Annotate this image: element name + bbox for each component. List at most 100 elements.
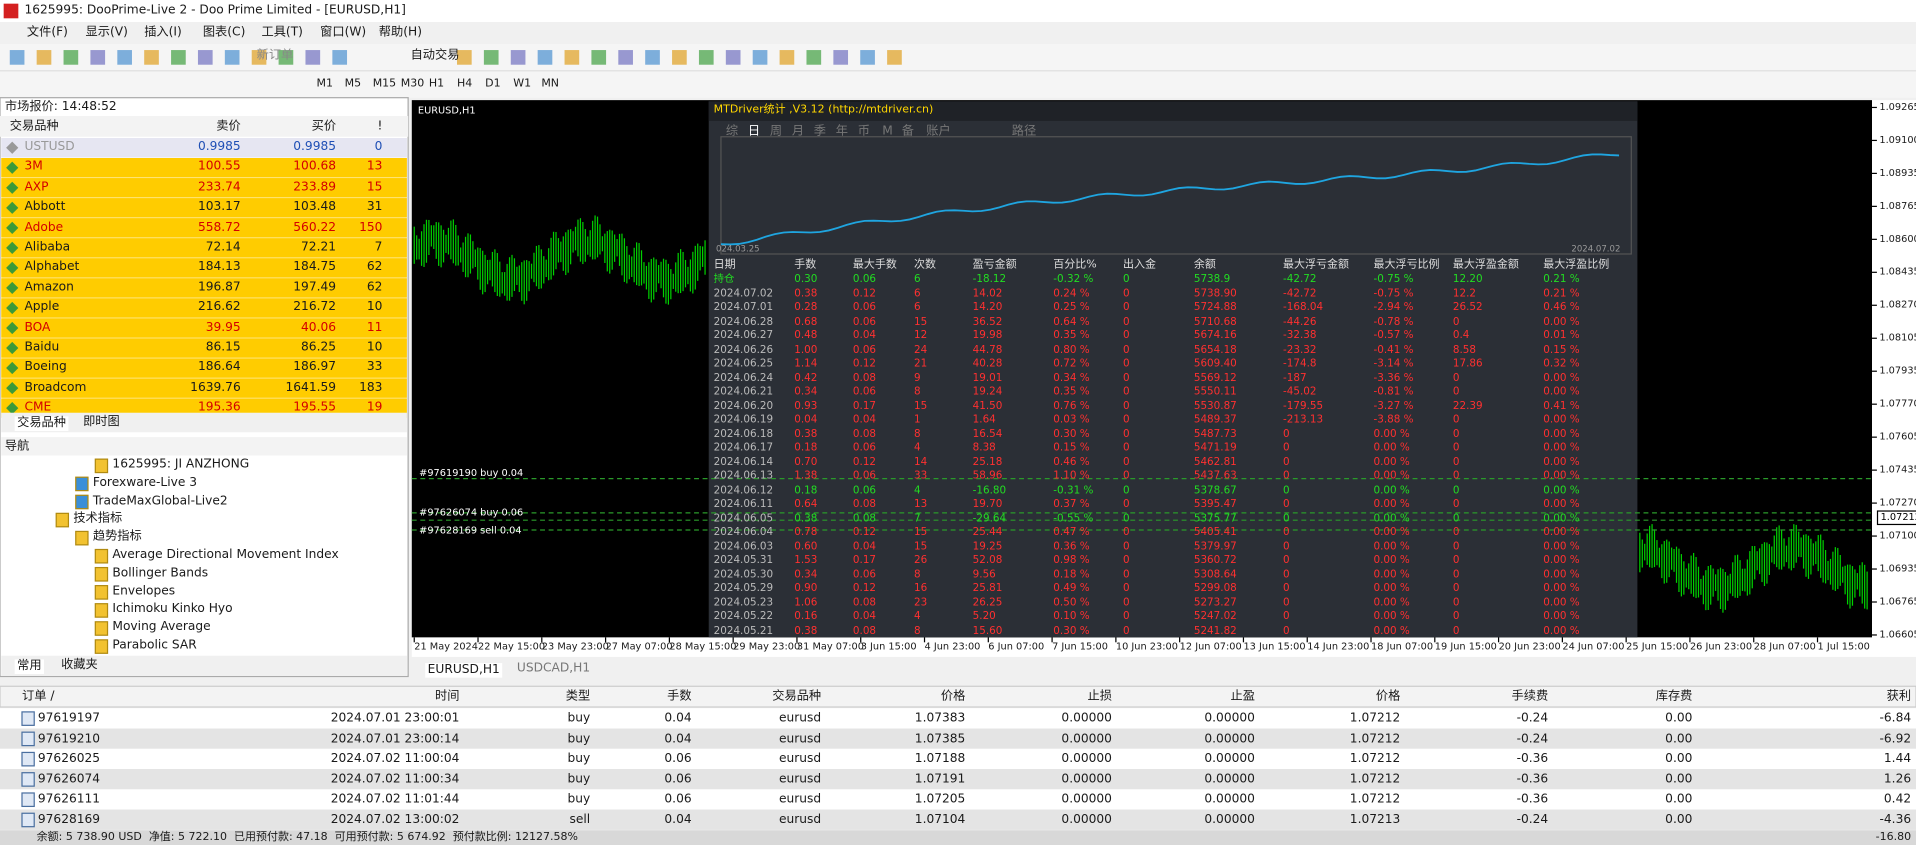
mtdriver-tab[interactable]: 路径 [1011, 124, 1037, 138]
mtdriver-cell: -2.94 % [1373, 301, 1414, 314]
nav-icon [94, 621, 109, 636]
mtdriver-cell: 0.00 % [1543, 568, 1580, 581]
mtdriver-cell: 0.06 [852, 273, 877, 286]
nav-item[interactable]: Parabolic SAR [112, 638, 197, 653]
nav-item[interactable]: Moving Average [112, 620, 211, 634]
nav-item[interactable]: 趋势指标 [92, 530, 142, 544]
mtdriver-cell: 5395.47 [1193, 498, 1237, 511]
nav-item[interactable]: 技术指标 [73, 512, 123, 526]
mtdriver-cell: 0.08 [852, 498, 877, 511]
menu-item[interactable]: 插入(I) [144, 25, 182, 40]
mw-tab[interactable]: 即时图 [83, 415, 120, 429]
nav-tab[interactable]: 常用 [14, 659, 44, 675]
toolbar-button[interactable]: 自动交易 [410, 48, 460, 63]
mtdriver-cell: 0 [1452, 624, 1460, 637]
mtdriver-cell: 0.00 % [1543, 427, 1580, 441]
timeframe-button[interactable]: H4 [457, 78, 473, 91]
time-label: 23 May 23:00 [541, 641, 609, 653]
mw-spread: 33 [366, 360, 383, 375]
mtdriver-cell: 0.47 % [1053, 526, 1090, 539]
chart-tab[interactable]: EURUSD,H1 [425, 663, 503, 678]
timeframe-button[interactable]: M1 [316, 78, 333, 91]
mtdriver-tab[interactable]: 月 [791, 124, 805, 138]
nav-item[interactable]: Average Directional Movement Index [112, 548, 339, 562]
mtdriver-tab[interactable]: 综 [725, 124, 739, 138]
mw-spread: 10 [366, 340, 383, 355]
mtdriver-cell: 2024.06.11 [713, 498, 774, 511]
timeframe-button[interactable]: M30 [400, 78, 425, 91]
mtdriver-cell: 1.38 [794, 470, 818, 483]
mtdriver-cell: 0.18 [794, 442, 818, 455]
mtdriver-cell: 2024.06.13 [713, 470, 774, 483]
mtdriver-cell: 19.70 [972, 498, 1003, 511]
timeframe-button[interactable]: M5 [344, 78, 362, 91]
timeframe-button[interactable]: D1 [485, 78, 501, 91]
order-cell: 0.00 [1665, 772, 1693, 787]
mtdriver-cell: 0.00 % [1543, 582, 1580, 595]
order-cell: 1.07385 [914, 732, 966, 746]
mtdriver-cell: -0.57 % [1373, 329, 1414, 342]
mw-icon [6, 281, 19, 295]
order-cell: 1.07104 [914, 813, 966, 827]
mtdriver-tab[interactable]: 日 [747, 124, 761, 138]
mtdriver-cell: -3.36 % [1373, 371, 1414, 385]
order-cell: 0.00000 [1061, 772, 1112, 787]
mtdriver-cell: 9 [914, 371, 921, 385]
nav-item[interactable]: Ichimoku Kinko Hyo [112, 602, 233, 616]
mtdriver-cell: 0.32 % [1543, 357, 1580, 370]
mtdriver-cell: 0 [1122, 287, 1130, 300]
order-cell: 1.07212 [1349, 732, 1401, 746]
order-cell: 2024.07.01 23:00:01 [330, 711, 460, 726]
toolbar-icon [197, 50, 213, 65]
menu-item[interactable]: 工具(T) [261, 25, 303, 40]
mtdriver-tab[interactable]: 账户 [926, 124, 951, 138]
mtdriver-cell: 0 [1283, 512, 1290, 525]
timeframe-button[interactable]: H1 [428, 78, 445, 91]
nav-tab[interactable]: 收藏夹 [61, 658, 98, 672]
nav-item[interactable]: TradeMaxGlobal-Live2 [92, 494, 228, 508]
mtdriver-cell: 5569.12 [1193, 371, 1237, 385]
time-label: 21 May 2024 [414, 641, 478, 653]
mtdriver-cell: 0.00 % [1543, 413, 1580, 427]
mtdriver-cell: 6 [914, 301, 921, 314]
mtdriver-cell: 0 [1452, 484, 1460, 497]
menu-item[interactable]: 窗口(W) [320, 25, 367, 40]
curve-end: 2024.07.02 [1571, 244, 1621, 254]
timeframe-button[interactable]: W1 [513, 78, 532, 91]
mtdriver-tab[interactable]: 币 [857, 124, 871, 138]
mtdriver-cell: 0.10 % [1053, 610, 1090, 623]
mtdriver-cell: 16 [914, 582, 928, 595]
nav-item[interactable]: Forexware-Live 3 [92, 475, 198, 490]
menu-item[interactable]: 显示(V) [85, 25, 128, 40]
order-row [0, 748, 1916, 770]
mtdriver-tab[interactable]: 年 [835, 124, 849, 138]
order-cell: -0.36 [1516, 792, 1549, 807]
toolbar-button[interactable]: 新订单 [256, 48, 294, 63]
chart-tab[interactable]: USDCAD,H1 [516, 661, 591, 676]
mtdriver-cell: 19.98 [972, 329, 1003, 342]
nav-item[interactable]: 1625995: JI ANZHONG [112, 457, 250, 472]
nav-item[interactable]: Bollinger Bands [112, 566, 209, 580]
mtdriver-tab[interactable]: 备 [901, 124, 915, 138]
mtdriver-cell: 0.00 % [1373, 596, 1410, 609]
mtdriver-tab[interactable]: M [882, 124, 893, 138]
mw-tab[interactable]: 交易品种 [14, 416, 69, 432]
current-price: 1.07212 [1876, 510, 1916, 526]
order-cell: 1.07212 [1349, 711, 1401, 726]
mw-ask: 0.9985 [293, 140, 337, 154]
mtdriver-tab[interactable]: 季 [813, 124, 827, 138]
nav-item[interactable]: Envelopes [112, 584, 176, 598]
menu-item[interactable]: 帮助(H) [378, 25, 422, 40]
chart-label: EURUSD,H1 [417, 105, 476, 117]
timeframe-button[interactable]: MN [541, 78, 560, 91]
toolbar-icon [806, 50, 822, 65]
menu-item[interactable]: 文件(F) [26, 25, 68, 40]
mtdriver-cell: 2024.06.25 [713, 357, 774, 370]
mtdriver-tab[interactable]: 周 [769, 124, 783, 138]
time-label: 26 Jun 23:00 [1689, 641, 1753, 653]
timeframe-button[interactable]: M15 [372, 78, 397, 91]
order-row [0, 708, 1916, 729]
mtdriver-cell: 2024.05.29 [713, 582, 774, 595]
mtdriver-cell: 0.00 % [1543, 554, 1580, 567]
menu-item[interactable]: 图表(C) [202, 25, 246, 40]
